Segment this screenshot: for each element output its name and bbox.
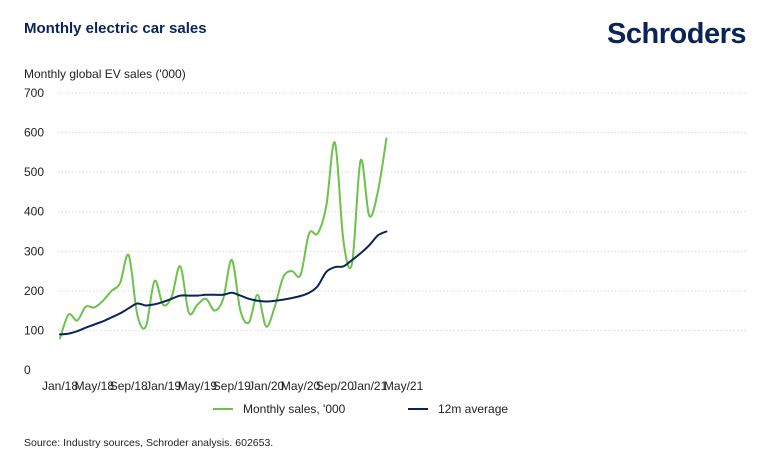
legend-monthly-sales-label: Monthly sales, '000	[243, 402, 346, 416]
x-tick-label-sep-19: Sep/19	[213, 379, 251, 393]
chart-title: Monthly electric car sales	[24, 20, 207, 37]
legend-12m-average-label: 12m average	[438, 402, 508, 416]
monthly-sales-line	[59, 137, 388, 340]
x-tick-label-may-21: May/21	[384, 379, 424, 393]
y-tick-label-700: 700	[24, 86, 44, 100]
x-tick-label-sep-20: Sep/20	[316, 379, 354, 393]
twelve-month-average-line	[59, 230, 388, 336]
x-tick-label-jan-18: Jan/18	[42, 379, 78, 393]
x-tick-label-jan-21: Jan/21	[351, 379, 387, 393]
y-axis-label: Monthly global EV sales ('000)	[24, 67, 186, 81]
source-note: Source: Industry sources, Schroder analy…	[24, 437, 274, 449]
x-tick-label-may-18: May/18	[75, 379, 115, 393]
y-tick-label-100: 100	[24, 323, 44, 337]
y-tick-label-500: 500	[24, 165, 44, 179]
x-tick-label-may-20: May/20	[281, 379, 321, 393]
x-tick-label-jan-19: Jan/19	[145, 379, 181, 393]
x-tick-label-sep-18: Sep/18	[110, 379, 148, 393]
x-tick-label-jan-20: Jan/20	[248, 379, 284, 393]
x-tick-label-may-19: May/19	[178, 379, 218, 393]
y-tick-label-300: 300	[24, 244, 44, 258]
y-tick-label-200: 200	[24, 284, 44, 298]
y-tick-label-0: 0	[24, 363, 31, 377]
y-tick-label-600: 600	[24, 126, 44, 140]
y-tick-label-400: 400	[24, 205, 44, 219]
schroders-logo: Schroders	[607, 18, 746, 50]
